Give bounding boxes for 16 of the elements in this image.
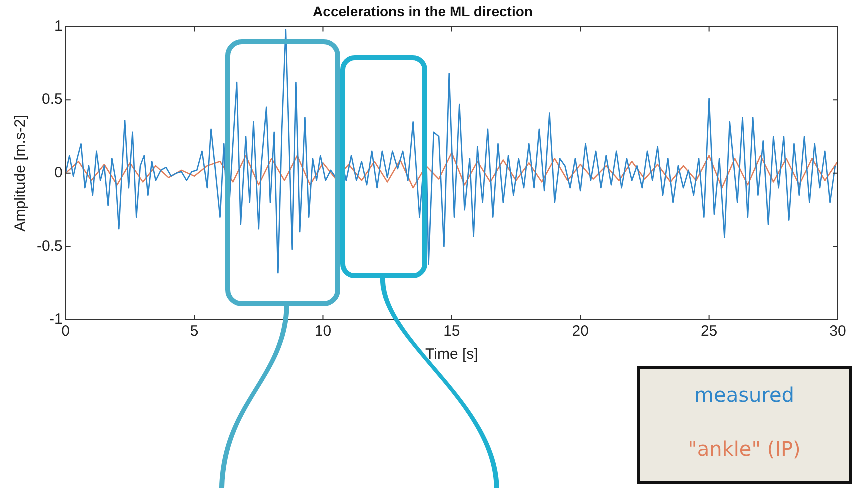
x-tick-label: 25: [700, 323, 718, 340]
chart-title: Accelerations in the ML direction: [313, 3, 533, 20]
y-tick-label: 1: [54, 18, 63, 35]
y-tick-label: 0.5: [42, 91, 63, 108]
y-tick-label: 0: [54, 164, 63, 182]
text: "ankle" (IP): [687, 437, 802, 461]
x-tick-label: 10: [314, 323, 332, 340]
x-tick-label: 15: [444, 323, 460, 340]
x-tick-label: 20: [572, 323, 589, 340]
x-tick-label: 30: [830, 323, 846, 340]
y-axis-title: Amplitude [m.s-2]: [12, 115, 30, 232]
x-tick-label: 5: [190, 323, 199, 340]
y-tick-label: -0.5: [36, 238, 63, 255]
x-axis-title: Time [s]: [426, 346, 478, 364]
text: measured: [694, 383, 796, 407]
y-tick-label: -1: [50, 311, 63, 328]
